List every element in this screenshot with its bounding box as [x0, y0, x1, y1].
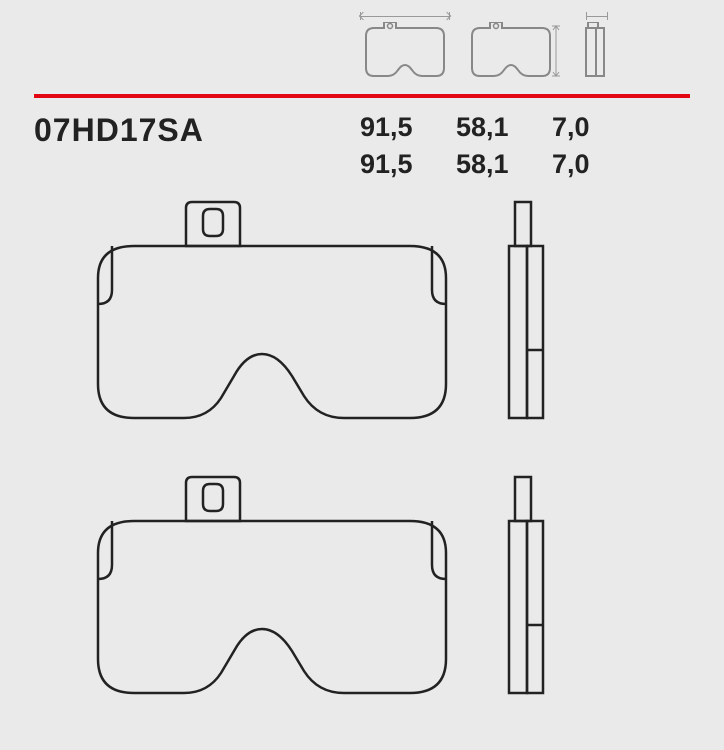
red-divider [34, 94, 690, 98]
pad-outline-icon [360, 22, 450, 82]
pad-outline-icon [466, 22, 564, 82]
icon-pad-thickness [580, 22, 614, 82]
product-code: 07HD17SA [34, 112, 204, 149]
pad-side-drawing [503, 200, 553, 425]
pad-front-drawing [90, 200, 455, 425]
pad-side-drawing [503, 475, 553, 700]
dim-w-2: 91,5 [360, 149, 456, 180]
pad-row-2 [90, 475, 650, 700]
pad-front-drawing [90, 475, 455, 700]
technical-drawings [90, 200, 650, 750]
icon-pad-height [466, 22, 564, 82]
dimensions-table: 91,5 58,1 7,0 91,5 58,1 7,0 [360, 112, 648, 180]
icon-pad-width [360, 22, 450, 82]
pad-side-icon [580, 22, 614, 82]
dim-h-2: 58,1 [456, 149, 552, 180]
dim-t-1: 7,0 [552, 112, 648, 143]
dim-t-2: 7,0 [552, 149, 648, 180]
dim-h-1: 58,1 [456, 112, 552, 143]
dim-w-1: 91,5 [360, 112, 456, 143]
pad-row-1 [90, 200, 650, 425]
header-dimension-icons [360, 22, 614, 82]
